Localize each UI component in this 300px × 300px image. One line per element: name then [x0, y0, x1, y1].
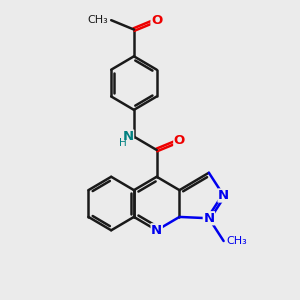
Text: H: H	[119, 138, 127, 148]
Text: N: N	[122, 130, 134, 143]
Text: CH₃: CH₃	[226, 236, 247, 246]
Text: O: O	[174, 134, 185, 147]
Text: CH₃: CH₃	[88, 15, 109, 25]
Text: N: N	[151, 224, 162, 237]
Text: N: N	[203, 212, 214, 225]
Text: N: N	[218, 189, 229, 202]
Text: O: O	[151, 14, 162, 27]
